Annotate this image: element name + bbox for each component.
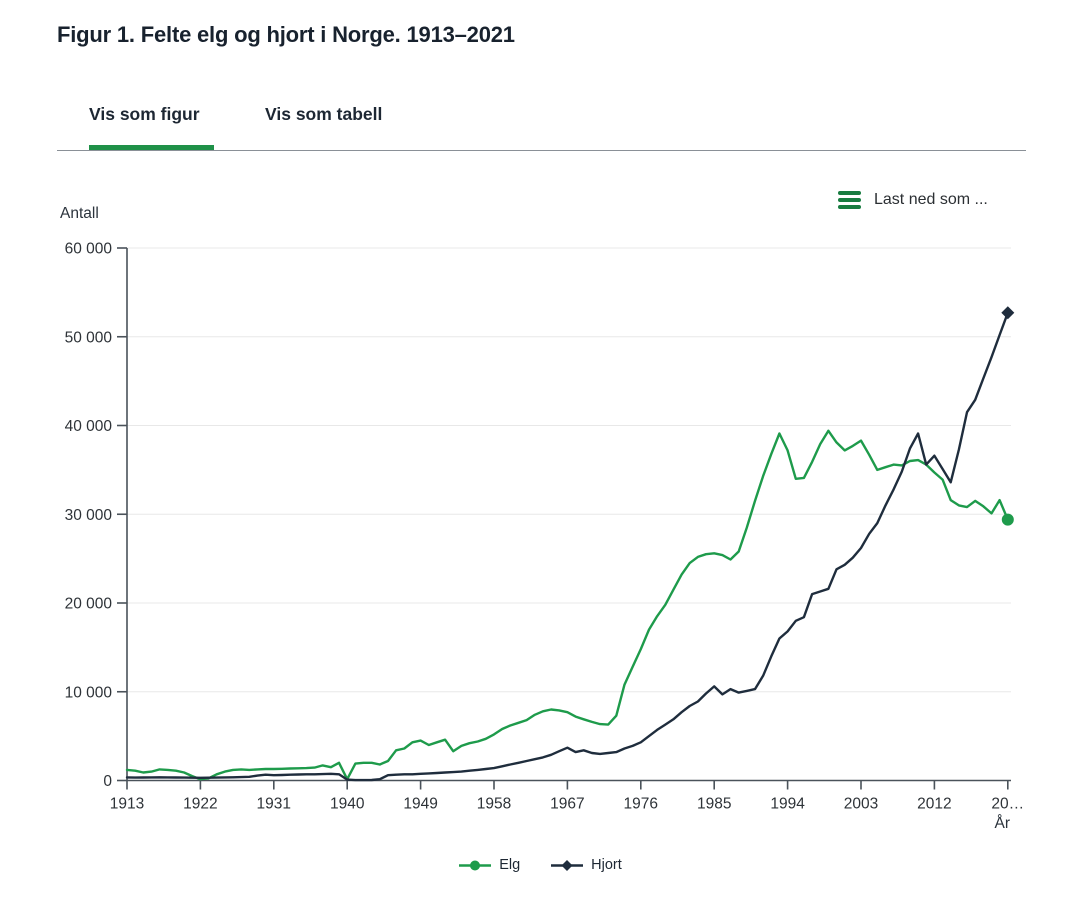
view-tabbar: Vis som figur Vis som tabell [0, 100, 1080, 154]
legend-item-elg[interactable]: Elg [458, 857, 520, 873]
x-tick-label: 1985 [697, 796, 731, 813]
x-tick-label: 2003 [844, 796, 878, 813]
x-tick-label: 2012 [917, 796, 951, 813]
x-tick-label: 20… [991, 796, 1024, 813]
hjort-end-marker[interactable] [1001, 306, 1015, 320]
x-tick-label: 1931 [257, 796, 291, 813]
x-tick-label: 1967 [550, 796, 584, 813]
hjort-legend-marker-icon [551, 859, 584, 871]
x-tick-label: 1913 [110, 796, 144, 813]
x-tick-label: 1976 [624, 796, 658, 813]
x-tick-label: 1949 [403, 796, 437, 813]
download-menu-button[interactable]: Last ned som ... [838, 191, 988, 209]
legend-label-elg: Elg [499, 857, 521, 873]
elg-line-series[interactable] [125, 429, 1009, 781]
figure-title: Figur 1. Felte elg og hjort i Norge. 191… [57, 22, 515, 47]
x-tick-label: 1940 [330, 796, 365, 813]
x-axis-title: År [994, 815, 1011, 832]
x-tick-label: 1994 [770, 796, 805, 813]
y-tick-label: 30 000 [65, 507, 113, 524]
elg-legend-marker-icon [459, 860, 492, 870]
hamburger-menu-icon [838, 191, 861, 209]
y-tick-label: 50 000 [65, 329, 113, 346]
y-tick-label: 0 [103, 773, 112, 790]
y-tick-label: 60 000 [65, 241, 113, 258]
active-tab-underline [89, 145, 214, 151]
legend-item-hjort[interactable]: Hjort [550, 857, 622, 873]
y-tick-label: 10 000 [65, 684, 113, 701]
y-tick-label: 40 000 [65, 418, 113, 435]
y-axis-title: Antall [60, 205, 99, 222]
hjort-line-series[interactable] [125, 311, 1009, 782]
x-tick-label: 1958 [477, 796, 511, 813]
tab-vis-som-tabell[interactable]: Vis som tabell [265, 104, 383, 124]
legend-label-hjort: Hjort [591, 857, 622, 873]
tabbar-divider [57, 150, 1026, 151]
x-tick-label: 1922 [183, 796, 217, 813]
elg-end-marker[interactable] [1001, 513, 1014, 526]
chart-legend: Elg Hjort [0, 857, 1080, 873]
download-menu-label: Last ned som ... [874, 191, 988, 208]
tab-vis-som-figur[interactable]: Vis som figur [89, 104, 200, 124]
y-tick-label: 20 000 [65, 596, 113, 613]
